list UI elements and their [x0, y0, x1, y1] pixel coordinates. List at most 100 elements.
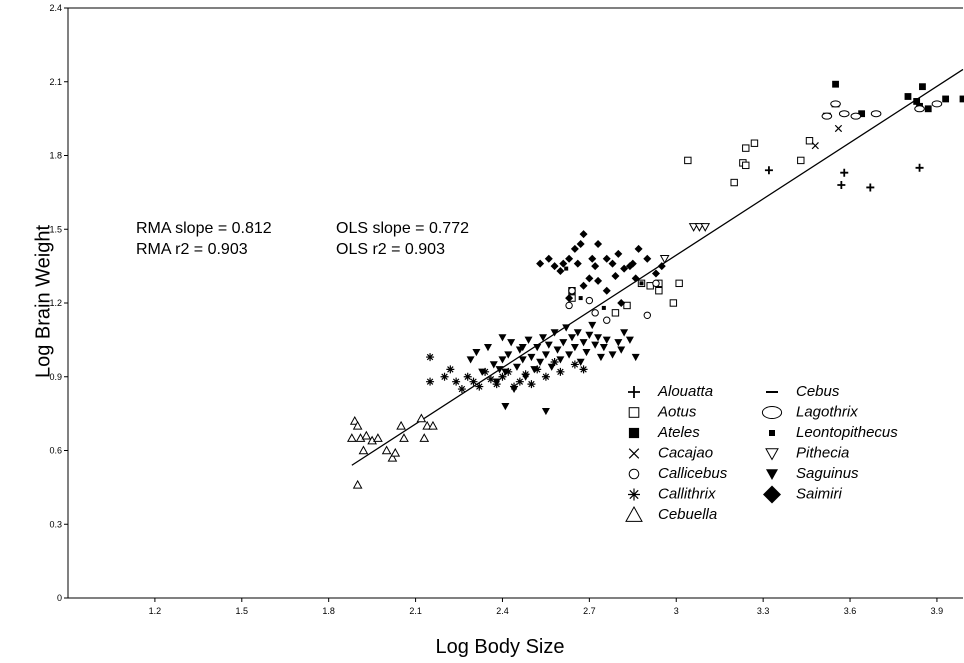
cebuella-point — [352, 479, 363, 489]
callicebus-point — [643, 311, 651, 319]
cebuella-point — [373, 433, 383, 442]
cebuella-point — [399, 433, 409, 442]
aotus-legend-label: Aotus — [657, 404, 697, 421]
x-tick-label: 3.6 — [844, 606, 857, 616]
callithrix-point — [498, 372, 507, 381]
saguinus-point — [507, 339, 516, 347]
callithrix-point — [486, 375, 495, 384]
saguinus-point — [565, 351, 574, 359]
leontopithecus-legend-label: Leontopithecus — [796, 424, 898, 441]
callicebus-point — [652, 279, 660, 288]
pithecia-point — [694, 223, 705, 232]
pithecia-legend-marker — [765, 448, 779, 461]
saguinus-point — [512, 363, 521, 371]
callithrix-point — [452, 377, 461, 386]
callicebus-point — [591, 309, 599, 317]
saimiri-point — [576, 240, 585, 248]
y-tick-label: 1.5 — [49, 224, 62, 234]
cebuella-point — [352, 420, 363, 430]
saimiri-point — [608, 259, 617, 268]
saguinus-point — [541, 407, 550, 416]
cebuella-point — [419, 433, 430, 442]
callithrix-point — [550, 358, 559, 366]
saguinus-legend-marker — [766, 469, 778, 480]
ateles-point — [832, 80, 839, 88]
saguinus-point — [492, 378, 501, 386]
saguinus-point — [591, 341, 600, 349]
saimiri-legend-label: Saimiri — [796, 486, 843, 503]
aotus-point — [611, 309, 620, 317]
saimiri-point — [570, 244, 579, 253]
saguinus-point — [527, 353, 536, 362]
x-tick-label: 2.1 — [409, 606, 422, 616]
alouatta-legend-marker — [628, 386, 640, 398]
aotus-point — [750, 139, 759, 147]
saimiri-point — [579, 281, 588, 290]
saimiri-point — [651, 269, 660, 278]
callithrix-point — [446, 365, 455, 374]
saguinus-point — [521, 373, 530, 381]
cebuella-point — [349, 415, 360, 425]
saguinus-point — [495, 366, 504, 374]
saimiri-point — [550, 262, 559, 271]
y-tick-label: 2.4 — [49, 3, 62, 13]
callithrix-legend-label: Callithrix — [658, 486, 716, 503]
leontopithecus-legend-marker — [769, 430, 775, 436]
saimiri-point — [594, 276, 603, 285]
saguinus-point — [553, 346, 562, 354]
aotus-point — [805, 137, 814, 145]
aotus-point — [623, 301, 631, 310]
y-tick-label: 2.1 — [49, 77, 62, 87]
alouatta-point — [915, 163, 924, 172]
saimiri-point — [565, 294, 574, 303]
saguinus-point — [510, 385, 519, 394]
cebuella-point — [390, 447, 401, 457]
saguinus-point — [585, 331, 594, 339]
ateles-point — [913, 98, 921, 105]
callithrix-point — [570, 360, 579, 369]
cebuella-point — [361, 430, 372, 440]
saimiri-point — [625, 262, 634, 271]
saimiri-point — [643, 254, 652, 263]
saguinus-point — [544, 341, 553, 349]
callithrix-point — [515, 377, 524, 386]
aotus-point — [797, 156, 805, 165]
saguinus-point — [541, 351, 550, 359]
callithrix-point — [533, 365, 542, 374]
saimiri-point — [611, 271, 620, 280]
x-tick-label: 1.5 — [236, 606, 249, 616]
cebuella-legend-marker — [625, 505, 643, 522]
saguinus-point — [550, 329, 559, 337]
x-tick-label: 2.7 — [583, 606, 596, 616]
cebuella-point — [358, 445, 369, 455]
saguinus-point — [518, 344, 527, 352]
x-tick-label: 3 — [674, 606, 679, 616]
x-tick-label: 3.3 — [757, 606, 770, 616]
ateles-point — [919, 83, 926, 91]
y-tick-label: 1.2 — [49, 298, 62, 308]
alouatta-point — [866, 183, 875, 192]
saguinus-point — [614, 339, 623, 347]
lagothrix-point — [821, 112, 833, 120]
saguinus-point — [599, 344, 608, 352]
alouatta-legend-label: Alouatta — [657, 383, 713, 400]
ateles-point — [924, 105, 932, 113]
y-tick-label: 0.6 — [49, 446, 62, 456]
callithrix-point — [527, 380, 536, 389]
leontopithecus-point — [578, 296, 583, 301]
ateles-point — [959, 95, 964, 103]
cebuella-point — [381, 445, 392, 455]
legend: Alouatta Aotus Ateles Cacajao Callicebus Call… — [625, 383, 898, 523]
callicebus-point — [603, 316, 611, 324]
saimiri-point — [565, 254, 574, 263]
rma-slope-annotation: RMA slope = 0.812 — [136, 220, 272, 237]
callithrix-point — [475, 382, 484, 391]
cebuella-legend-label: Cebuella — [658, 506, 717, 523]
saimiri-point — [585, 274, 594, 283]
x-axis-label: Log Body Size — [435, 636, 565, 658]
saimiri-point — [588, 254, 597, 263]
callithrix-point — [463, 372, 472, 381]
callithrix-point — [504, 367, 513, 376]
cebuella-point — [347, 433, 357, 442]
